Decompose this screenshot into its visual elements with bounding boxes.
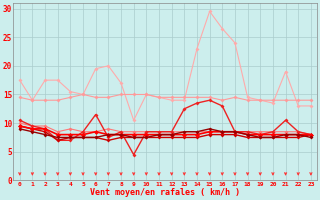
X-axis label: Vent moyen/en rafales ( km/h ): Vent moyen/en rafales ( km/h ) bbox=[90, 188, 240, 197]
